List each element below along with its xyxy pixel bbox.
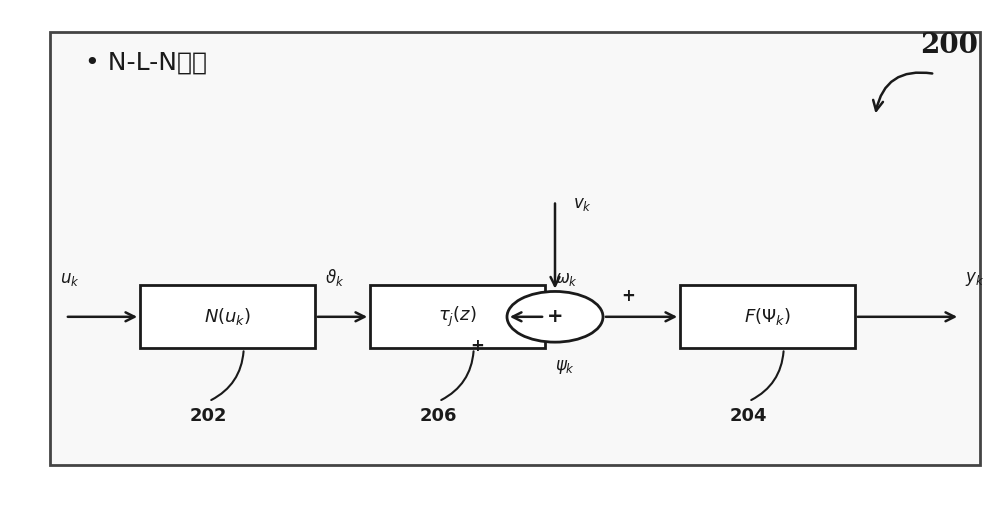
Text: 206: 206 xyxy=(420,407,458,425)
Text: $\tau_j(z)$: $\tau_j(z)$ xyxy=(438,305,477,329)
Text: $\psi_k$: $\psi_k$ xyxy=(555,358,575,376)
Text: $F(\Psi_k)$: $F(\Psi_k)$ xyxy=(744,306,791,327)
Text: • N-L-N结构: • N-L-N结构 xyxy=(85,50,207,74)
Text: 202: 202 xyxy=(190,407,228,425)
Text: $\omega_k$: $\omega_k$ xyxy=(555,270,578,288)
Text: $\vartheta_k$: $\vartheta_k$ xyxy=(325,267,344,288)
Text: 204: 204 xyxy=(730,407,768,425)
Text: +: + xyxy=(547,307,563,326)
Text: $v_k$: $v_k$ xyxy=(573,195,592,213)
Text: $y_k$: $y_k$ xyxy=(965,270,984,288)
Text: 200: 200 xyxy=(920,32,978,59)
Bar xyxy=(140,285,315,348)
Bar xyxy=(680,285,855,348)
Text: +: + xyxy=(470,337,484,355)
Text: $N(u_k)$: $N(u_k)$ xyxy=(204,306,251,327)
Bar xyxy=(50,32,980,465)
Text: $u_k$: $u_k$ xyxy=(60,270,80,288)
Text: +: + xyxy=(621,287,635,305)
Bar xyxy=(370,285,545,348)
Circle shape xyxy=(507,291,603,342)
